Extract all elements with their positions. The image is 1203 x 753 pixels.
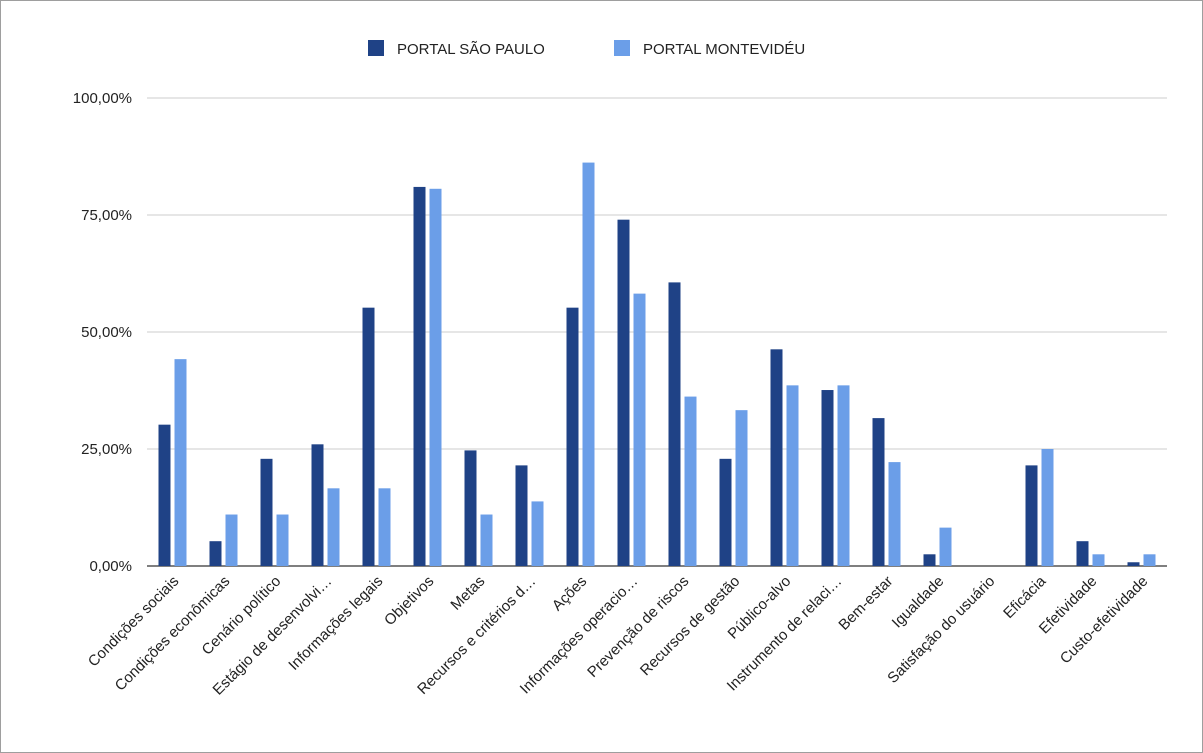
bar-sao-paulo <box>771 349 783 566</box>
bar-sao-paulo <box>465 450 477 566</box>
bar-montevideu <box>532 501 544 566</box>
bar-montevideu <box>226 515 238 566</box>
legend: PORTAL SÃO PAULO PORTAL MONTEVIDÉU <box>368 40 805 58</box>
bar-sao-paulo <box>1128 562 1140 566</box>
x-category-label: Condições sociais <box>85 573 183 671</box>
y-tick-label: 75,00% <box>81 207 132 224</box>
bar-montevideu <box>1144 554 1156 566</box>
x-category-label: Ações <box>549 573 591 615</box>
bar-sao-paulo <box>1077 541 1089 566</box>
bar-montevideu <box>787 385 799 566</box>
bar-montevideu <box>175 359 187 566</box>
bar-montevideu <box>1093 554 1105 566</box>
y-axis-ticks: 0,00% 25,00% 50,00% 75,00% 100,00% <box>73 90 132 575</box>
bar-sao-paulo <box>567 308 579 566</box>
bar-montevideu <box>328 488 340 566</box>
bar-sao-paulo <box>669 282 681 566</box>
y-tick-label: 100,00% <box>73 90 132 107</box>
bar-montevideu <box>736 410 748 566</box>
y-tick-label: 50,00% <box>81 324 132 341</box>
bar-sao-paulo <box>924 554 936 566</box>
bar-sao-paulo <box>822 390 834 566</box>
bar-sao-paulo <box>516 465 528 566</box>
x-category-label: Custo-efetividade <box>1057 573 1152 668</box>
bar-montevideu <box>685 397 697 566</box>
bar-sao-paulo <box>873 418 885 566</box>
legend-label-sao-paulo: PORTAL SÃO PAULO <box>397 41 545 58</box>
x-category-label: Bem-estar <box>835 573 896 634</box>
y-tick-label: 0,00% <box>89 558 132 575</box>
bar-montevideu <box>481 515 493 566</box>
legend-swatch-sao-paulo <box>368 40 384 56</box>
x-category-label: Recursos de gestão <box>637 573 743 679</box>
bar-sao-paulo <box>210 541 222 566</box>
bar-montevideu <box>379 488 391 566</box>
bar-sao-paulo <box>414 187 426 566</box>
gridlines <box>147 98 1167 566</box>
bar-montevideu <box>838 385 850 566</box>
bar-montevideu <box>430 189 442 566</box>
bars <box>159 163 1156 566</box>
bar-montevideu <box>277 515 289 566</box>
bar-montevideu <box>634 294 646 566</box>
bar-sao-paulo <box>363 308 375 566</box>
x-category-label: Informações legais <box>285 573 386 674</box>
x-category-label: Eficácia <box>1000 572 1050 622</box>
bar-montevideu <box>940 528 952 566</box>
bar-montevideu <box>583 163 595 566</box>
bar-sao-paulo <box>261 459 273 566</box>
bar-sao-paulo <box>159 425 171 566</box>
bar-sao-paulo <box>618 220 630 566</box>
x-category-label: Objetivos <box>381 573 437 629</box>
x-category-label: Metas <box>447 573 488 614</box>
bar-sao-paulo <box>1026 465 1038 566</box>
legend-label-montevideu: PORTAL MONTEVIDÉU <box>643 41 805 58</box>
bar-sao-paulo <box>312 444 324 566</box>
legend-swatch-montevideu <box>614 40 630 56</box>
bar-montevideu <box>1042 449 1054 566</box>
bar-sao-paulo <box>720 459 732 566</box>
bar-montevideu <box>889 462 901 566</box>
y-tick-label: 25,00% <box>81 441 132 458</box>
